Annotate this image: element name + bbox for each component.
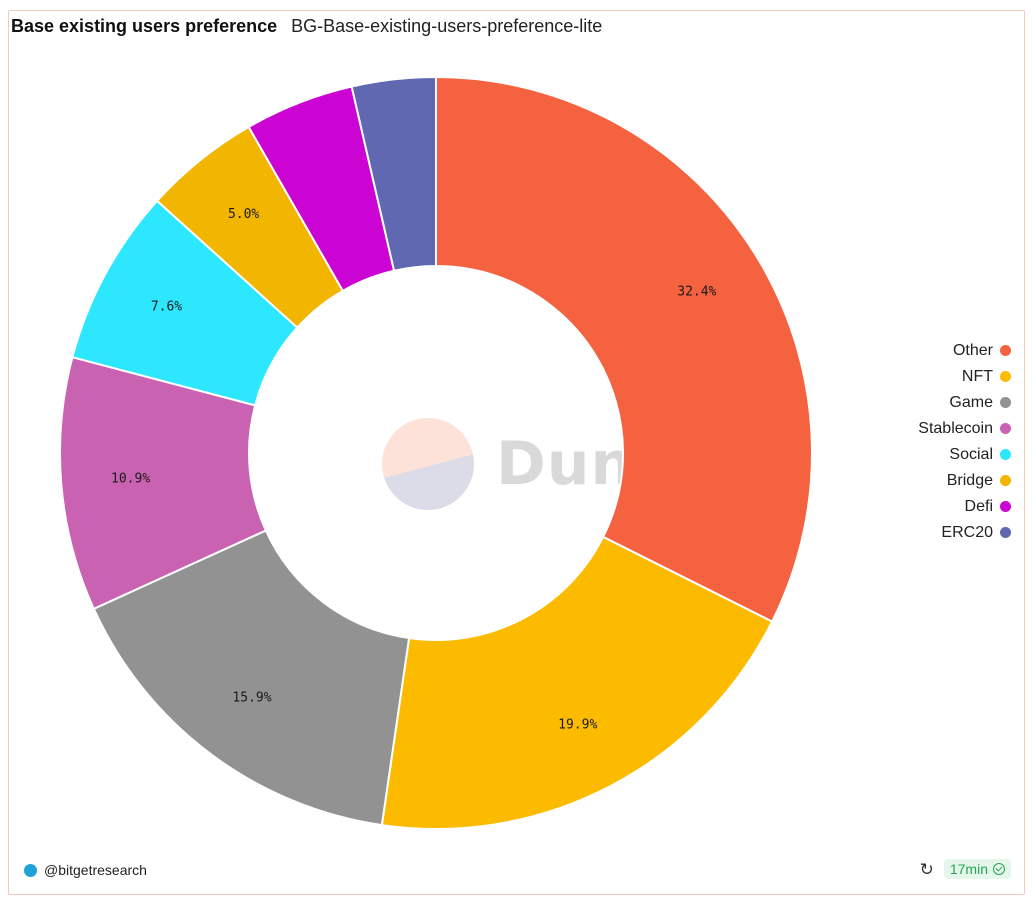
legend-item-erc20[interactable]: ERC20 <box>941 522 1011 543</box>
slice-label-other: 32.4% <box>677 285 716 300</box>
dune-logo-icon <box>382 418 474 510</box>
slice-other[interactable] <box>435 75 813 623</box>
legend-label: ERC20 <box>941 523 993 541</box>
last-run-badge: 17min <box>943 859 1011 879</box>
legend-label: Defi <box>964 497 993 515</box>
legend-color-dot <box>1000 475 1011 486</box>
author-avatar <box>24 863 37 877</box>
legend-label: Other <box>952 341 993 359</box>
legend-item-nft[interactable]: NFT <box>962 366 1011 387</box>
legend-color-dot <box>1000 501 1011 512</box>
refresh-icon[interactable]: ↻ <box>919 859 934 879</box>
legend-item-defi[interactable]: Defi <box>965 496 1011 517</box>
legend-color-dot <box>1000 423 1011 434</box>
refresh-status: ↻ 17min <box>920 859 1011 879</box>
legend-item-stablecoin[interactable]: Stablecoin <box>918 418 1011 439</box>
slice-label-bridge: 5.0% <box>228 207 259 222</box>
author-name: @bitgetresearch <box>44 862 147 878</box>
legend-label: Stablecoin <box>918 419 993 437</box>
legend-item-other[interactable]: Other <box>953 340 1011 361</box>
legend-color-dot <box>1000 397 1011 408</box>
check-circle-icon <box>993 863 1005 875</box>
legend-label: Game <box>949 393 993 411</box>
chart-header: Base existing users preference BG-Base-e… <box>11 16 602 37</box>
slice-label-social: 7.6% <box>151 300 182 315</box>
slice-nft[interactable] <box>380 535 774 830</box>
query-name[interactable]: BG-Base-existing-users-preference-lite <box>291 16 603 36</box>
slice-label-game: 15.9% <box>232 691 271 706</box>
slice-game[interactable] <box>92 529 411 827</box>
chart-title: Base existing users preference <box>11 16 278 36</box>
legend-color-dot <box>1000 449 1011 460</box>
legend-label: Bridge <box>946 471 993 489</box>
author-info[interactable]: @bitgetresearch <box>24 862 147 878</box>
legend-label: Social <box>949 445 993 463</box>
legend-color-dot <box>1000 527 1011 538</box>
slice-erc20[interactable] <box>350 75 437 272</box>
legend-color-dot <box>1000 345 1011 356</box>
slice-label-nft: 19.9% <box>558 717 597 732</box>
legend-color-dot <box>1000 371 1011 382</box>
legend-item-social[interactable]: Social <box>949 444 1011 465</box>
chart-legend: Other NFT Game Stablecoin Social Bridge Defi ER… <box>918 340 1011 543</box>
legend-item-game[interactable]: Game <box>949 392 1011 413</box>
legend-label: NFT <box>961 367 993 385</box>
last-run-age: 17min <box>949 861 988 877</box>
legend-item-bridge[interactable]: Bridge <box>947 470 1011 491</box>
slice-label-stablecoin: 10.9% <box>111 471 150 486</box>
